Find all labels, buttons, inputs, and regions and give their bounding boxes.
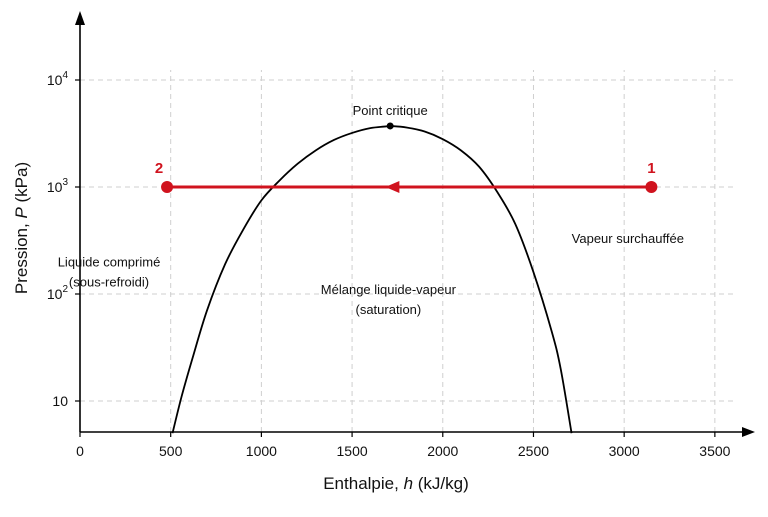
y-tick-label: 103 [47,177,69,195]
region-label: Liquide comprimé (sous-refroidi) [58,255,161,290]
x-axis-arrow [742,427,755,437]
x-tick-label: 2000 [427,443,458,459]
critical-point-label: Point critique [353,103,428,118]
x-tick-label: 0 [76,443,84,459]
state-point-2-label: 2 [155,160,163,177]
labels-layer: Enthalpie, h (kJ/kg) Pression, P (kPa) Poi… [12,103,684,493]
y-tick-label: 10 [52,393,68,409]
y-axis-arrow [75,11,85,25]
curve-layer [171,122,573,434]
x-tick-label: 3000 [609,443,640,459]
saturation-dome-line [171,124,573,434]
state-point-1-label: 1 [647,160,655,177]
process-direction-arrow [385,181,400,193]
region-label: Vapeur surchauffée [572,231,684,246]
x-axis-title: Enthalpie, h (kJ/kg) [323,474,469,493]
x-tick-label: 3500 [699,443,730,459]
critical-point-marker [386,122,394,130]
y-tick-label: 102 [47,284,69,302]
y-tick-label: 104 [47,70,69,88]
process-layer [161,181,658,193]
grid-layer [80,70,733,432]
x-tick-label: 1500 [337,443,368,459]
y-axis-title: Pression, P (kPa) [12,162,31,294]
x-tick-label: 2500 [518,443,549,459]
state-point-1-marker [645,181,658,193]
x-tick-label: 500 [159,443,183,459]
ticks-layer: 0 500 1000 1500 2000 2500 3000 3500 10 102 103 104 [47,70,731,459]
axes-layer [75,11,755,437]
region-label: Mélange liquide-vapeur (saturation) [321,282,457,317]
state-point-2-marker [161,181,174,193]
x-tick-label: 1000 [246,443,277,459]
